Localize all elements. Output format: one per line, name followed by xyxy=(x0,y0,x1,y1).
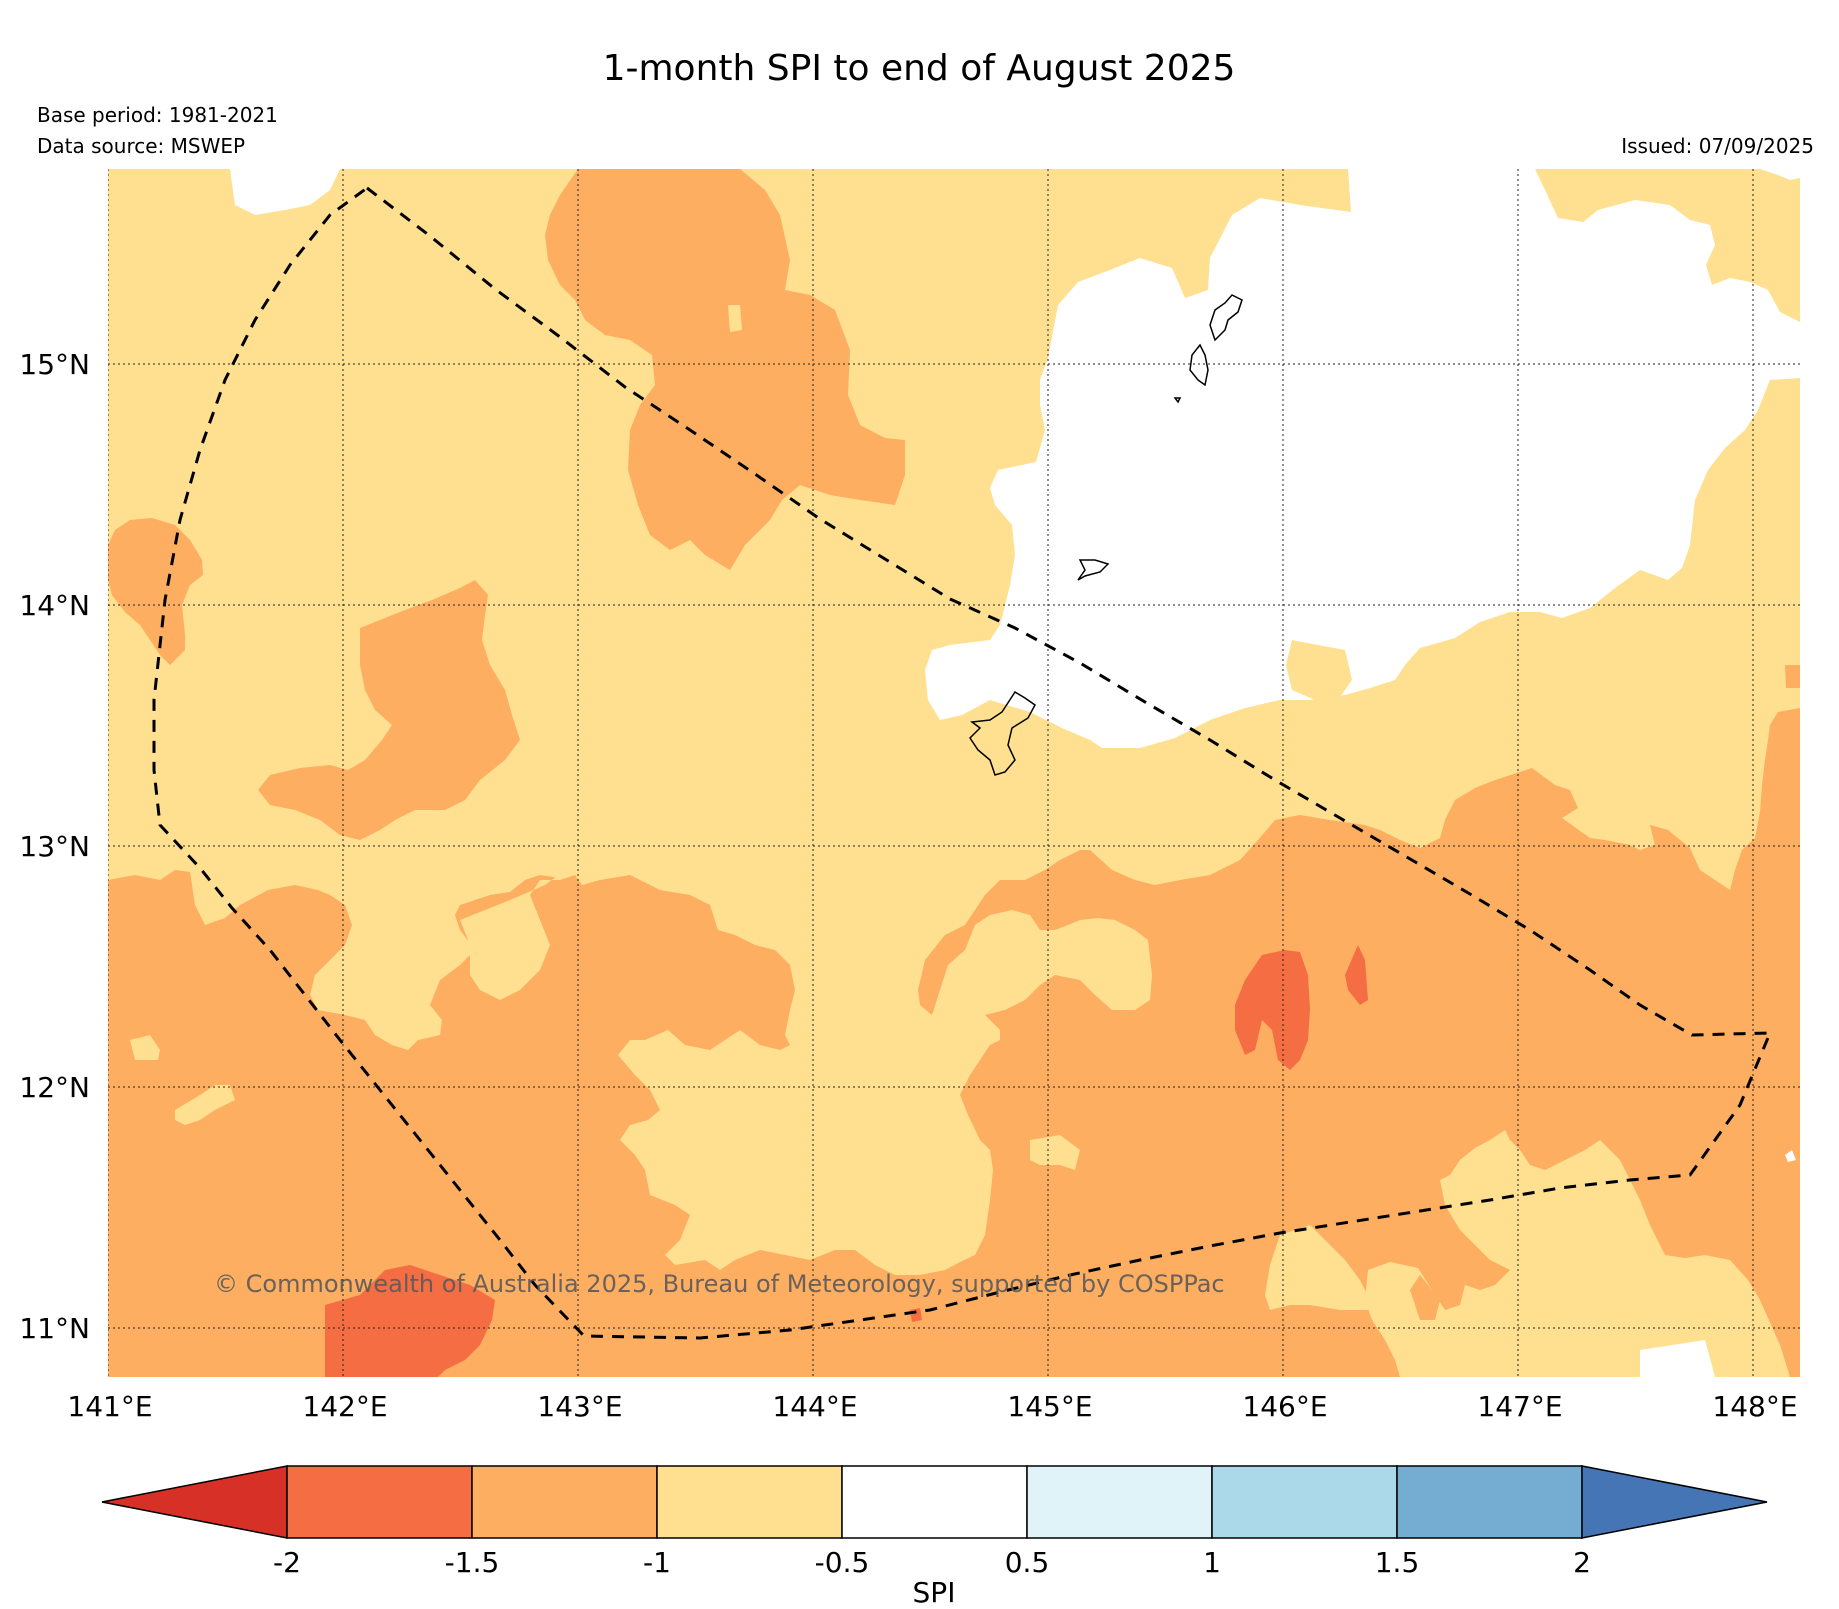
colorbar-tick-label: 1.5 xyxy=(1375,1546,1420,1579)
lon-tick-label: 145°E xyxy=(1007,1390,1092,1423)
issued-date-label: Issued: 07/09/2025 xyxy=(1621,134,1814,158)
colorbar-swatch xyxy=(1211,1465,1398,1539)
colorbar-tick-label: -1 xyxy=(643,1546,671,1579)
colorbar-tick-label: -0.5 xyxy=(815,1546,870,1579)
lat-tick-label: 14°N xyxy=(19,589,90,622)
rota-island xyxy=(1077,559,1110,581)
guam-island xyxy=(969,690,1036,776)
lon-tick-label: 147°E xyxy=(1477,1390,1562,1423)
colorbar-tick-label: 1 xyxy=(1203,1546,1221,1579)
lon-tick-label: 144°E xyxy=(772,1390,857,1423)
saipan-north-island xyxy=(1209,294,1243,342)
longitude-axis-labels: 141°E 142°E 143°E 144°E 145°E 146°E 147°… xyxy=(67,1390,1797,1423)
page-title: 1-month SPI to end of August 2025 xyxy=(603,48,1236,89)
saipan-tinian-island xyxy=(1189,343,1209,387)
colorbar-swatch xyxy=(841,1465,1028,1539)
colorbar-tick-label: -1.5 xyxy=(445,1546,500,1579)
lat-tick-label: 12°N xyxy=(19,1071,90,1104)
latitude-axis-labels: 15°N 14°N 13°N 12°N 11°N xyxy=(19,348,90,1345)
colorbar: -2 -1.5 -1 -0.5 0.5 1 1.5 2 SPI xyxy=(101,1465,1768,1609)
spi-band-m2-m15 xyxy=(325,945,1368,1377)
spi-band-near-normal xyxy=(230,169,1800,1377)
colorbar-swatch xyxy=(1026,1465,1213,1539)
aguijan-island xyxy=(1173,397,1182,404)
colorbar-swatch xyxy=(471,1465,658,1539)
data-source-label: Data source: MSWEP xyxy=(37,134,245,158)
colorbar-tick-label: 0.5 xyxy=(1005,1546,1050,1579)
colorbar-extend-low xyxy=(101,1465,288,1539)
colorbar-tick-label: -2 xyxy=(273,1546,301,1579)
colorbar-swatch xyxy=(286,1465,473,1539)
base-period-label: Base period: 1981-2021 xyxy=(37,103,278,127)
lon-tick-label: 143°E xyxy=(537,1390,622,1423)
lat-tick-label: 13°N xyxy=(19,830,90,863)
colorbar-tick-label: 2 xyxy=(1573,1546,1591,1579)
lat-tick-label: 15°N xyxy=(19,348,90,381)
colorbar-swatch xyxy=(656,1465,843,1539)
lonlat-gridlines xyxy=(108,169,1800,1377)
lon-tick-label: 146°E xyxy=(1242,1390,1327,1423)
lat-tick-label: 11°N xyxy=(19,1312,90,1345)
colorbar-swatch xyxy=(1396,1465,1583,1539)
lon-tick-label: 141°E xyxy=(67,1390,152,1423)
colorbar-axis-label: SPI xyxy=(913,1576,956,1609)
colorbar-extend-high xyxy=(1581,1465,1768,1539)
spi-map: © Commonwealth of Australia 2025, Bureau… xyxy=(108,169,1800,1377)
coastlines xyxy=(969,294,1243,776)
spi-band-m15-m1 xyxy=(108,169,1800,1377)
eez-boundary xyxy=(152,186,1773,1340)
lon-tick-label: 142°E xyxy=(302,1390,387,1423)
copyright-notice: © Commonwealth of Australia 2025, Bureau… xyxy=(214,1270,1225,1298)
lon-tick-label: 148°E xyxy=(1712,1390,1797,1423)
